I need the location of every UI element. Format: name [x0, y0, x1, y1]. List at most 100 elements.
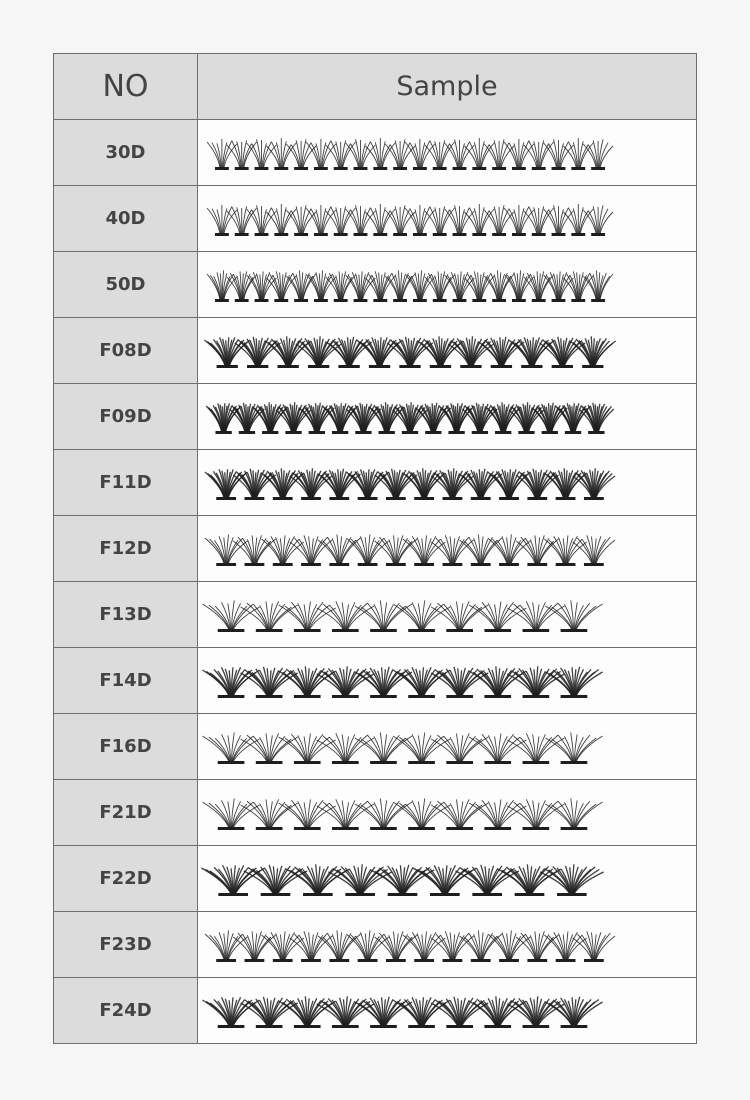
lash-cluster	[544, 931, 588, 962]
lash-cluster	[424, 271, 455, 302]
lash-cluster	[506, 666, 565, 698]
lash-cluster	[384, 205, 416, 236]
table-row: F09D	[53, 383, 697, 450]
lash-cluster	[246, 205, 277, 236]
lash-cluster	[240, 733, 298, 764]
style-code: F13D	[53, 581, 198, 648]
lash-cluster	[374, 468, 418, 500]
lash-cluster	[392, 997, 451, 1028]
table-row: F14D	[53, 647, 697, 714]
lash-cluster	[544, 535, 588, 566]
table-row: F23D	[53, 911, 697, 978]
lash-cluster	[278, 996, 337, 1028]
lash-cluster	[543, 468, 588, 500]
lash-cluster	[354, 600, 413, 632]
lash-cluster	[402, 468, 446, 500]
lash-cluster	[563, 203, 594, 236]
lash-cluster	[325, 206, 356, 236]
lash-cluster	[430, 535, 474, 566]
lash-cluster	[345, 402, 382, 434]
table-row: F24D	[53, 977, 697, 1044]
lash-cluster	[483, 205, 515, 236]
lash-cluster	[289, 468, 333, 500]
lash-cluster	[317, 930, 361, 962]
lash-cluster	[485, 402, 522, 434]
lash-cluster	[459, 534, 503, 566]
lash-cluster	[365, 204, 396, 236]
lash-cluster	[392, 732, 451, 764]
lash-cluster	[316, 601, 375, 632]
lash-cluster	[455, 864, 520, 896]
lash-cluster	[523, 271, 554, 302]
lash-cluster	[240, 601, 298, 632]
lash-sample	[197, 911, 697, 978]
lash-cluster	[478, 336, 525, 368]
lash-cluster	[285, 270, 317, 302]
lash-cluster	[508, 337, 556, 368]
lash-cluster	[203, 337, 251, 368]
lash-cluster	[531, 402, 568, 434]
lash-cluster	[325, 140, 356, 170]
lash-cluster	[468, 601, 527, 632]
lash-cluster	[444, 271, 475, 302]
style-code: F23D	[53, 911, 198, 978]
lash-cluster	[205, 403, 242, 434]
lash-cluster	[305, 270, 337, 302]
lash-cluster	[266, 204, 297, 236]
lash-sample-table: NO Sample 30D 40D 50D F08D F09D F11D F12D F13D F…	[53, 53, 697, 1044]
lash-cluster	[316, 733, 375, 764]
lash-cluster	[503, 205, 535, 236]
lash-sample	[197, 647, 697, 714]
lash-cluster	[572, 535, 616, 566]
lash-cluster	[545, 732, 603, 764]
lash-cluster	[261, 468, 305, 500]
table-row: F13D	[53, 581, 697, 648]
lash-cluster	[316, 799, 375, 830]
lash-cluster	[483, 139, 515, 170]
lash-cluster	[202, 667, 260, 698]
lash-cluster	[430, 799, 489, 830]
lash-cluster	[444, 139, 475, 170]
lash-cluster	[316, 666, 375, 698]
lash-strip-image	[206, 270, 614, 302]
lash-cluster	[506, 996, 565, 1028]
lash-cluster	[204, 930, 248, 962]
lash-cluster	[487, 930, 531, 962]
lash-cluster	[246, 271, 277, 302]
lash-cluster	[402, 535, 446, 566]
lash-cluster	[354, 666, 413, 698]
lash-cluster	[569, 336, 617, 368]
lash-strip-image	[206, 137, 614, 170]
style-code: F12D	[53, 515, 198, 582]
lash-cluster	[261, 535, 305, 566]
lash-cluster	[447, 336, 495, 368]
lash-cluster	[278, 733, 337, 764]
lash-cluster	[266, 138, 297, 170]
lash-cluster	[202, 798, 260, 830]
lash-cluster	[384, 139, 416, 170]
lash-cluster	[417, 336, 464, 368]
lash-cluster	[365, 271, 396, 302]
header-sample: Sample	[197, 53, 697, 120]
table-row: F11D	[53, 449, 697, 516]
lash-strip-image	[205, 402, 615, 434]
lash-cluster	[508, 402, 545, 434]
lash-cluster	[468, 996, 527, 1028]
lash-cluster	[246, 139, 277, 170]
lash-cluster	[507, 733, 565, 764]
lash-cluster	[232, 931, 276, 962]
lash-cluster	[468, 733, 527, 764]
lash-cluster	[202, 997, 260, 1028]
lash-sample	[197, 383, 697, 450]
lash-sample	[197, 449, 697, 516]
lash-strip-image	[202, 600, 603, 632]
lash-cluster	[264, 336, 312, 368]
lash-cluster	[317, 534, 361, 566]
lash-cluster	[483, 270, 515, 302]
lash-cluster	[430, 666, 489, 698]
table-row: 30D	[53, 119, 697, 186]
lash-cluster	[202, 600, 260, 632]
lash-cluster	[354, 732, 413, 764]
lash-cluster	[578, 402, 615, 434]
lash-cluster	[582, 139, 614, 170]
